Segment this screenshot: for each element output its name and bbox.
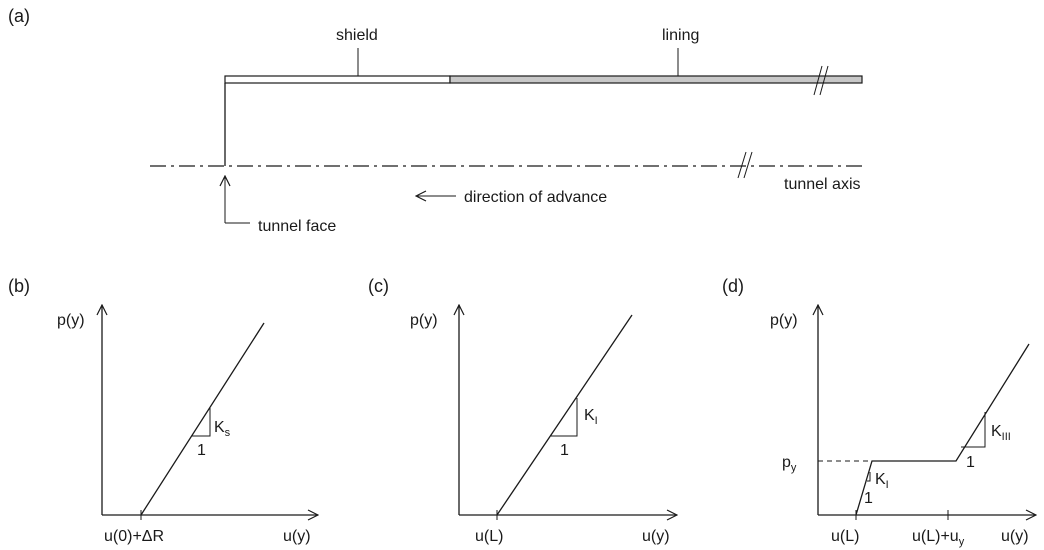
- c-x-axis-label: u(y): [642, 528, 670, 545]
- b-origin-label: u(0)+ΔR: [104, 528, 164, 545]
- c-slope-label: KI: [584, 407, 598, 427]
- b-slope-triangle: [192, 408, 211, 437]
- d-origin-label: u(L): [831, 528, 859, 545]
- d-slope1-one: 1: [864, 490, 873, 507]
- b-x-axis-label: u(y): [283, 528, 311, 545]
- d-response-curve: [855, 343, 1030, 516]
- d-x-axis-label: u(y): [1001, 528, 1029, 545]
- c-slope-one: 1: [560, 442, 569, 459]
- tunnel-axis-label: tunnel axis: [784, 176, 861, 193]
- break-mark-axis-1: [737, 151, 747, 179]
- d-slope1-triangle: [867, 472, 871, 482]
- d-slope1-label: KI: [875, 471, 889, 491]
- c-stiffness-line: [496, 314, 633, 516]
- panel-d-label: (d): [722, 276, 744, 296]
- shield-bar: [224, 75, 451, 84]
- tunnel-face-label: tunnel face: [258, 218, 336, 235]
- d-second-label: u(L)+uy: [912, 528, 965, 548]
- c-slope-triangle: [551, 398, 578, 437]
- panel-b: (b) p(y) u(y) u(0)+ΔR 1 Ks: [8, 276, 318, 545]
- lining-label: lining: [662, 27, 699, 44]
- b-slope-label: Ks: [214, 419, 231, 439]
- break-mark-axis-2: [743, 151, 753, 179]
- panel-a-label: (a): [8, 6, 30, 26]
- panel-c-label: (c): [368, 276, 389, 296]
- b-slope-one: 1: [197, 442, 206, 459]
- d-slope2-one: 1: [966, 454, 975, 471]
- c-y-axis-label: p(y): [410, 312, 438, 329]
- d-slope2-triangle: [961, 412, 986, 448]
- d-py-label: py: [782, 454, 797, 474]
- d-slope2-label: KIII: [991, 423, 1011, 443]
- d-y-axis-label: p(y): [770, 312, 798, 329]
- c-origin-label: u(L): [475, 528, 503, 545]
- break-mark-lining-1: [813, 65, 823, 96]
- panel-d: (d) p(y) u(y) u(L) u(L)+uy py 1 KI 1 KII…: [722, 276, 1036, 548]
- shield-label: shield: [336, 27, 378, 44]
- direction-label: direction of advance: [464, 189, 607, 206]
- b-y-axis-label: p(y): [57, 312, 85, 329]
- b-stiffness-line: [140, 322, 265, 516]
- panel-c: (c) p(y) u(y) u(L) 1 KI: [368, 276, 677, 545]
- break-mark-lining-2: [819, 65, 829, 96]
- panel-a: (a) shield lining tunnel axis direction …: [8, 6, 865, 235]
- lining-bar: [449, 75, 863, 84]
- panel-b-label: (b): [8, 276, 30, 296]
